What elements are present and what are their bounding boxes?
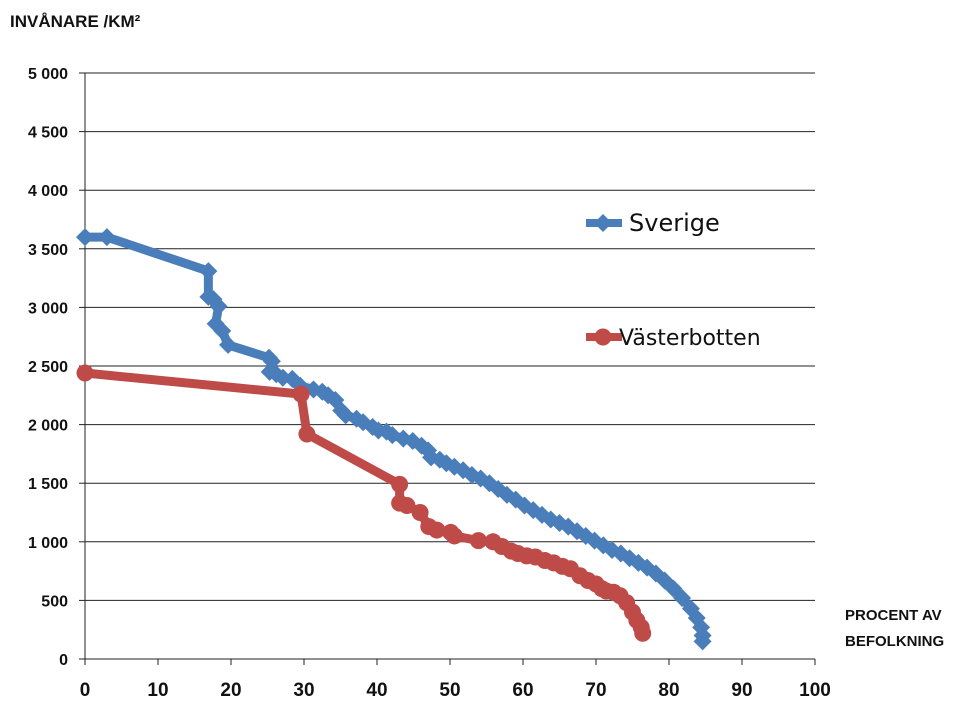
- y-tick-label: 500: [41, 593, 68, 610]
- axes: [79, 72, 816, 665]
- x-tick-label: 10: [147, 680, 168, 701]
- x-tick-label: 70: [585, 680, 606, 701]
- data-point: [292, 385, 310, 403]
- data-point: [515, 496, 534, 515]
- y-tick-label: 4 000: [28, 183, 68, 200]
- y-tick-label: 1 000: [28, 535, 68, 552]
- legend: Sverige Västerbotten: [586, 209, 761, 351]
- y-tick-label: 0: [59, 652, 68, 669]
- y-tick-label: 3 500: [28, 242, 68, 259]
- data-point: [673, 589, 692, 608]
- x-tick-label: 90: [731, 680, 752, 701]
- data-point: [213, 321, 232, 340]
- y-tick-label: 4 500: [28, 125, 68, 142]
- data-point: [97, 228, 116, 247]
- series-lines: [76, 228, 712, 651]
- legend-label: Västerbotten: [619, 326, 761, 351]
- y-tick-label: 2 500: [28, 359, 68, 376]
- y-tick-label: 5 000: [28, 66, 68, 83]
- data-point: [693, 632, 712, 651]
- data-point: [76, 228, 94, 247]
- legend-item: Sverige: [586, 209, 720, 237]
- x-tick-label: 30: [293, 680, 314, 701]
- x-tick-label: 60: [512, 680, 533, 701]
- legend-label: Sverige: [629, 209, 720, 237]
- x-tick-labels: 0 10 20 30 40 50 60 70 80 90 100: [80, 680, 831, 701]
- legend-marker: [594, 214, 612, 232]
- y-tick-label: 3 000: [28, 300, 68, 317]
- y-axis-title: INVÅNARE /KM²: [10, 12, 141, 31]
- x-tick-label: 50: [439, 680, 460, 701]
- x-tick-label: 0: [80, 680, 91, 701]
- data-point: [298, 425, 316, 443]
- data-point: [664, 579, 683, 598]
- x-tick-label: 20: [220, 680, 241, 701]
- data-point: [76, 364, 94, 382]
- data-point: [199, 262, 218, 281]
- y-tick-label: 2 000: [28, 418, 68, 435]
- y-tick-labels: 0 500 1 000 1 500 2 000 2 500 3 000 3 500 4 000 4…: [28, 66, 68, 669]
- data-point: [398, 496, 416, 514]
- series-line: [80, 368, 648, 638]
- y-tick-label: 1 500: [28, 476, 68, 493]
- series-vasterbotten: [76, 364, 652, 642]
- x-tick-label: 100: [799, 680, 831, 701]
- legend-marker: [594, 328, 612, 346]
- data-point: [411, 504, 429, 521]
- gridlines: [85, 72, 815, 601]
- data-point: [469, 532, 487, 550]
- data-point: [445, 527, 463, 545]
- data-point: [391, 475, 409, 493]
- x-axis-title: PROCENT AV BEFOLKNING: [845, 607, 945, 650]
- data-point: [209, 297, 228, 316]
- legend-item: Västerbotten: [586, 326, 761, 351]
- series-sverige: [76, 228, 712, 651]
- data-point: [219, 335, 238, 354]
- x-tick-label: 80: [658, 680, 679, 701]
- x-tick-label: 40: [366, 680, 387, 701]
- data-point: [428, 521, 446, 539]
- data-point: [634, 624, 652, 642]
